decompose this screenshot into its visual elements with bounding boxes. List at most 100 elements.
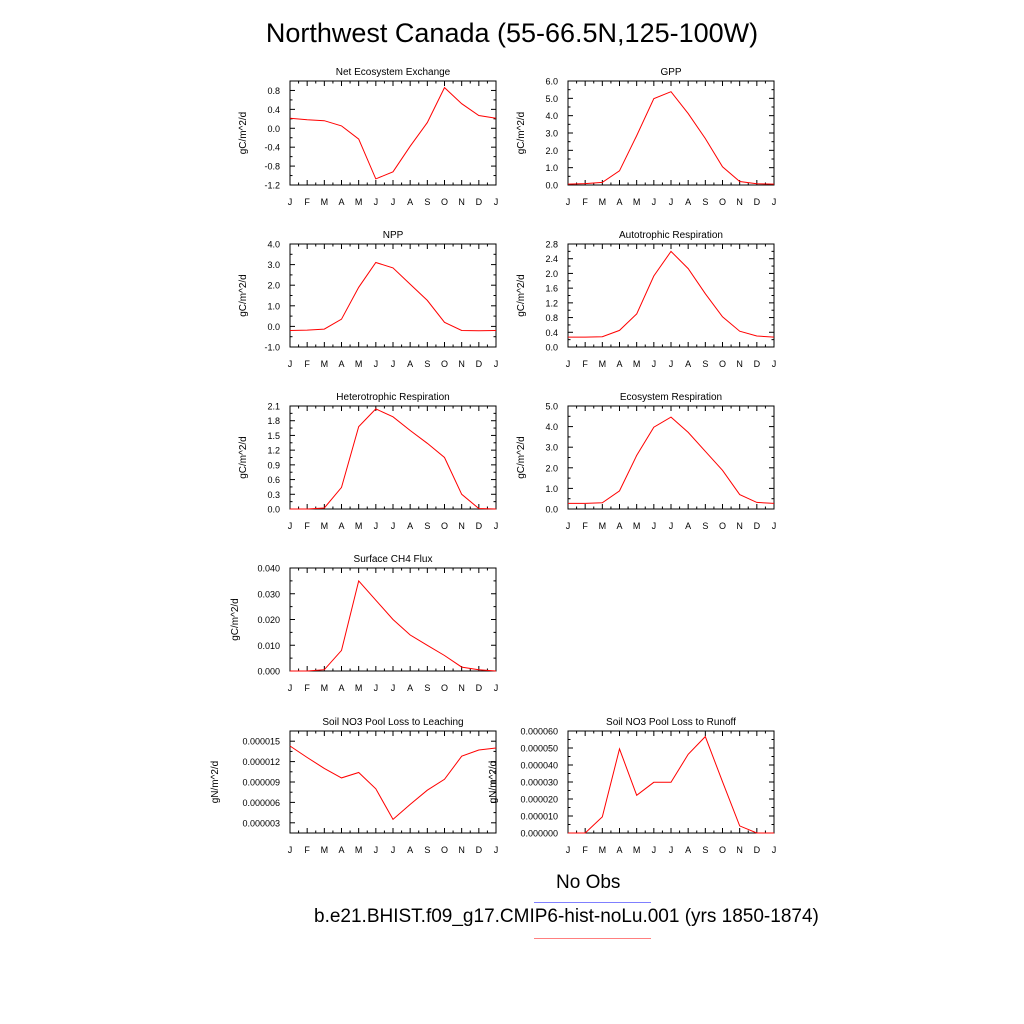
x-tick-label: F <box>304 197 310 207</box>
y-tick-label: -1.0 <box>264 343 280 353</box>
x-tick-label: N <box>736 521 743 531</box>
x-tick-label: J <box>288 359 293 369</box>
x-tick-label: J <box>669 845 674 855</box>
panel-title-soil-no3-pool-loss-to-leaching: Soil NO3 Pool Loss to Leaching <box>322 717 463 728</box>
x-tick-label: J <box>288 197 293 207</box>
y-axis-label-ecosystem-respiration: gC/m^2/d <box>516 436 527 479</box>
y-tick-label: 0.4 <box>267 105 280 115</box>
x-tick-label: J <box>391 845 396 855</box>
x-tick-label: A <box>685 521 691 531</box>
y-tick-label: 0.040 <box>257 564 280 574</box>
y-tick-label: 2.1 <box>267 402 280 412</box>
y-tick-label: 0.0 <box>267 505 280 515</box>
y-tick-label: 0.4 <box>545 328 558 338</box>
y-axis-label-gpp: gC/m^2/d <box>516 112 527 155</box>
x-tick-label: D <box>476 197 483 207</box>
y-tick-label: 3.0 <box>267 260 280 270</box>
x-tick-label: A <box>338 359 344 369</box>
x-tick-label: J <box>494 359 499 369</box>
x-tick-label: S <box>702 845 708 855</box>
y-axis-label-surface-ch4-flux: gC/m^2/d <box>230 598 241 641</box>
y-axis-label-npp: gC/m^2/d <box>238 274 249 317</box>
y-tick-label: 1.2 <box>267 446 280 456</box>
y-tick-label: 0.0 <box>267 322 280 332</box>
y-tick-label: 0.000009 <box>242 778 280 788</box>
x-tick-label: S <box>702 521 708 531</box>
series-line-heterotrophic-respiration <box>290 408 497 510</box>
x-tick-label: J <box>374 683 379 693</box>
x-tick-label: N <box>458 521 465 531</box>
y-tick-label: 0.0 <box>545 181 558 191</box>
x-tick-label: J <box>288 521 293 531</box>
x-tick-label: M <box>355 683 363 693</box>
y-tick-label: 2.4 <box>545 254 558 264</box>
plot-frame-npp <box>289 243 497 348</box>
y-tick-label: 1.6 <box>545 284 558 294</box>
x-tick-label: M <box>355 197 363 207</box>
x-tick-label: J <box>566 845 571 855</box>
y-tick-label: 3.0 <box>545 443 558 453</box>
y-tick-label: 1.0 <box>545 484 558 494</box>
x-tick-label: D <box>476 845 483 855</box>
x-tick-label: J <box>374 359 379 369</box>
x-tick-label: J <box>772 359 777 369</box>
x-tick-label: J <box>566 197 571 207</box>
legend-line-model-run <box>534 938 651 939</box>
y-tick-label: 0.6 <box>267 475 280 485</box>
y-axis-label-soil-no3-pool-loss-to-leaching: gN/m^2/d <box>210 761 221 804</box>
x-tick-label: N <box>458 359 465 369</box>
panel-title-surface-ch4-flux: Surface CH4 Flux <box>354 554 433 565</box>
y-tick-label: 0.000030 <box>520 778 558 788</box>
panel-title-npp: NPP <box>383 230 404 241</box>
y-tick-label: 0.8 <box>267 86 280 96</box>
panel-title-net-ecosystem-exchange: Net Ecosystem Exchange <box>336 67 451 78</box>
x-tick-label: M <box>599 521 607 531</box>
x-tick-label: A <box>685 197 691 207</box>
x-tick-label: S <box>702 359 708 369</box>
x-tick-label: J <box>391 197 396 207</box>
x-tick-label: J <box>669 359 674 369</box>
x-tick-label: F <box>304 521 310 531</box>
series-line-soil-no3-pool-loss-to-runoff <box>568 735 774 834</box>
y-axis-label-heterotrophic-respiration: gC/m^2/d <box>238 436 249 479</box>
series-line-gpp <box>567 91 775 185</box>
plot-frame-soil-no3-pool-loss-to-leaching <box>289 730 497 834</box>
x-tick-label: M <box>321 683 329 693</box>
x-tick-label: O <box>719 197 726 207</box>
x-tick-label: J <box>566 359 571 369</box>
y-tick-label: 1.0 <box>545 163 558 173</box>
y-tick-label: 0.000050 <box>520 744 558 754</box>
x-tick-label: M <box>321 359 329 369</box>
y-tick-label: 1.5 <box>267 431 280 441</box>
x-tick-label: A <box>338 197 344 207</box>
series-line-ecosystem-respiration <box>568 416 775 504</box>
x-tick-label: M <box>599 845 607 855</box>
x-tick-label: J <box>391 359 396 369</box>
x-tick-label: M <box>355 845 363 855</box>
x-tick-label: S <box>424 197 430 207</box>
x-tick-label: A <box>407 683 413 693</box>
y-tick-label: 4.0 <box>267 240 280 250</box>
x-tick-label: F <box>304 359 310 369</box>
y-tick-label: 2.8 <box>545 240 558 250</box>
x-tick-label: F <box>582 845 588 855</box>
x-tick-label: O <box>719 845 726 855</box>
x-tick-label: J <box>374 845 379 855</box>
x-tick-label: S <box>424 359 430 369</box>
x-tick-label: A <box>685 359 691 369</box>
y-tick-label: 3.0 <box>545 129 558 139</box>
x-tick-label: O <box>441 683 448 693</box>
x-tick-label: J <box>391 683 396 693</box>
x-tick-label: M <box>321 197 329 207</box>
y-tick-label: 0.000040 <box>520 761 558 771</box>
x-tick-label: J <box>772 521 777 531</box>
x-tick-label: F <box>582 521 588 531</box>
panel-title-heterotrophic-respiration: Heterotrophic Respiration <box>336 392 449 403</box>
x-tick-label: O <box>441 359 448 369</box>
x-tick-label: J <box>652 521 657 531</box>
y-tick-label: 0.0 <box>545 505 558 515</box>
